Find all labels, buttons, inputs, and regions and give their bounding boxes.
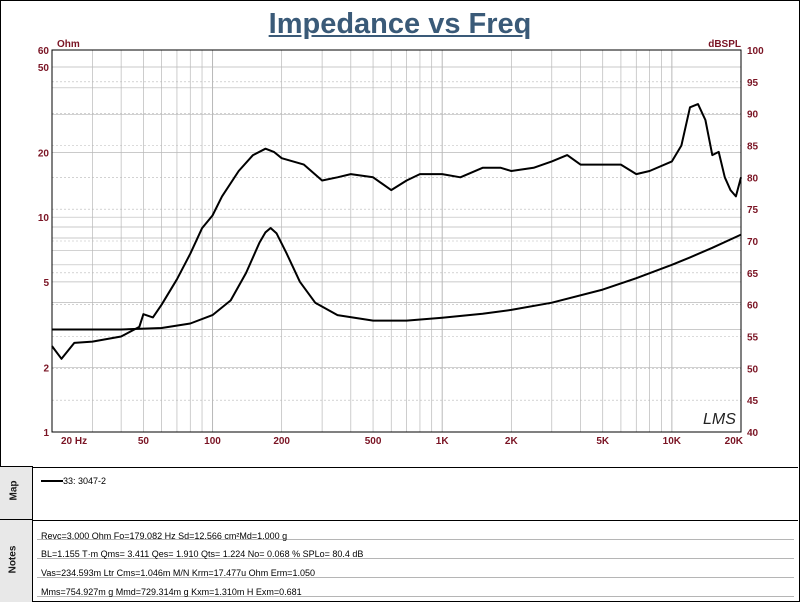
y-right-tick-label: 40 [747, 428, 759, 439]
notes-rule [37, 558, 794, 559]
x-tick-label: 20K [725, 436, 744, 447]
notes-line-3: Vas=234.593m Ltr Cms=1.046m M/N Krm=17.4… [41, 568, 315, 578]
y-right-tick-label: 100 [747, 46, 764, 57]
x-tick-label: 200 [273, 436, 290, 447]
x-tick-label: 1K [436, 436, 450, 447]
grid [51, 49, 742, 433]
y-right-tick-label: 60 [747, 301, 759, 312]
y-right-tick-label: 45 [747, 396, 759, 407]
legend-entry: 33: 3047-2 [63, 476, 107, 486]
y-right-tick-label: 95 [747, 78, 759, 89]
notes-line-2: BL=1.155 T·m Qms= 3.411 Qes= 1.910 Qts= … [41, 549, 364, 559]
map-panel: 33: 3047-2 [33, 467, 798, 518]
y-left-tick-label: 10 [38, 213, 50, 224]
y-right-tick-label: 90 [747, 110, 759, 121]
left-unit-label: Ohm [57, 39, 80, 50]
plot-area [51, 49, 742, 433]
impedance-chart: 20 Hz 50 100 200 500 1K 2K 5K 10K 20K 1 2 5 10 20 50 60 4… [38, 39, 764, 447]
y-left-tick-label: 1 [43, 428, 49, 439]
x-tick-label: 20 Hz [61, 436, 87, 447]
y-right-tick-label: 70 [747, 237, 759, 248]
map-sidebar: Map [0, 466, 33, 519]
spl-curve [51, 103, 742, 360]
y-left-tick-label: 2 [43, 363, 49, 374]
map-label: Map [8, 480, 20, 501]
y-left-tick-label: 60 [38, 46, 50, 57]
signature-mark: LMS [703, 411, 736, 428]
x-tick-label: 5K [596, 436, 610, 447]
notes-rule [37, 596, 794, 597]
y-right-tick-label: 55 [747, 333, 759, 344]
notes-line-1: Revc=3.000 Ohm Fo=179.082 Hz Sd=12.566 c… [41, 531, 288, 541]
axis-ticks: 20 Hz 50 100 200 500 1K 2K 5K 10K 20K 1 2 5 10 20 50 60 4… [38, 46, 764, 447]
y-right-tick-label: 75 [747, 205, 759, 216]
x-tick-label: 2K [505, 436, 519, 447]
y-left-tick-label: 5 [43, 278, 49, 289]
notes-panel: Revc=3.000 Ohm Fo=179.082 Hz Sd=12.566 c… [33, 520, 798, 601]
y-left-tick-label: 50 [38, 63, 50, 74]
y-left-tick-label: 20 [38, 148, 50, 159]
series-group [51, 103, 742, 360]
right-unit-label: dBSPL [708, 39, 741, 50]
chart-title: Impedance vs Freq [268, 8, 532, 40]
notes-sidebar: Notes [0, 519, 33, 602]
impedance-curve [52, 227, 742, 331]
x-tick-label: 50 [138, 436, 150, 447]
notes-line-4: Mms=754.927m g Mmd=729.314m g Kxm=1.310m… [41, 587, 302, 597]
y-right-tick-label: 85 [747, 142, 759, 153]
x-tick-label: 10K [663, 436, 682, 447]
x-tick-label: 100 [204, 436, 221, 447]
legend-line-icon [41, 480, 63, 482]
notes-rule [37, 539, 794, 540]
y-right-tick-label: 80 [747, 173, 759, 184]
y-right-tick-label: 65 [747, 269, 759, 280]
notes-label: Notes [7, 545, 19, 574]
y-right-tick-label: 50 [747, 364, 759, 375]
x-tick-label: 500 [365, 436, 382, 447]
notes-rule [37, 577, 794, 578]
